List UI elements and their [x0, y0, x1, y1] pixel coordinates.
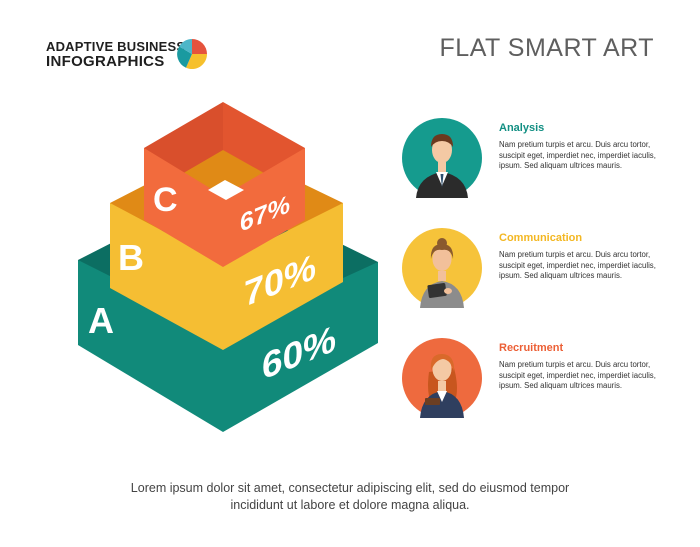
level-c-front-left	[144, 148, 223, 267]
brand-line-1: ADAPTIVE BUSINESS	[46, 39, 186, 54]
level-a-front-left	[78, 260, 223, 432]
level-b-front-right	[223, 203, 343, 350]
level-b-front-left	[110, 203, 223, 350]
person-description: Nam pretium turpis et arcu. Duis arcu to…	[499, 360, 656, 390]
level-c-opening	[208, 180, 244, 200]
businessman-icon	[402, 118, 482, 198]
caption-text: Lorem ipsum dolor sit amet, consectetur …	[60, 480, 640, 514]
person-title: Recruitment	[499, 342, 564, 354]
people-list: Analysis Nam pretium turpis et arcu. Dui…	[402, 0, 662, 547]
brand-title: ADAPTIVE BUSINESS INFOGRAPHICS	[46, 40, 185, 69]
person-title: Communication	[499, 232, 583, 244]
pie-logo-icon	[177, 39, 208, 70]
businesswoman-tablet-icon	[402, 228, 482, 308]
level-c-front-right	[223, 148, 305, 267]
person-description: Nam pretium turpis et arcu. Duis arcu to…	[499, 250, 656, 280]
page-title: FLAT SMART ART	[439, 34, 654, 62]
person-communication: Communication Nam pretium turpis et arcu…	[402, 228, 662, 318]
businesswoman-notebook-icon	[402, 338, 482, 418]
level-a-front-right	[223, 262, 378, 432]
person-analysis: Analysis Nam pretium turpis et arcu. Dui…	[402, 118, 662, 208]
level-c	[144, 102, 305, 267]
person-title: Analysis	[499, 122, 545, 134]
level-b-letter: B	[118, 237, 144, 278]
person-recruitment: Recruitment Nam pretium turpis et arcu. …	[402, 338, 662, 428]
level-c-letter: C	[153, 181, 178, 219]
caption-line-2: incididunt ut labore et dolore magna ali…	[230, 498, 470, 512]
person-description: Nam pretium turpis et arcu. Duis arcu to…	[499, 140, 656, 170]
caption-line-1: Lorem ipsum dolor sit amet, consectetur …	[130, 481, 570, 495]
brand-line-2: INFOGRAPHICS	[46, 52, 165, 70]
level-a-letter: A	[88, 300, 114, 341]
